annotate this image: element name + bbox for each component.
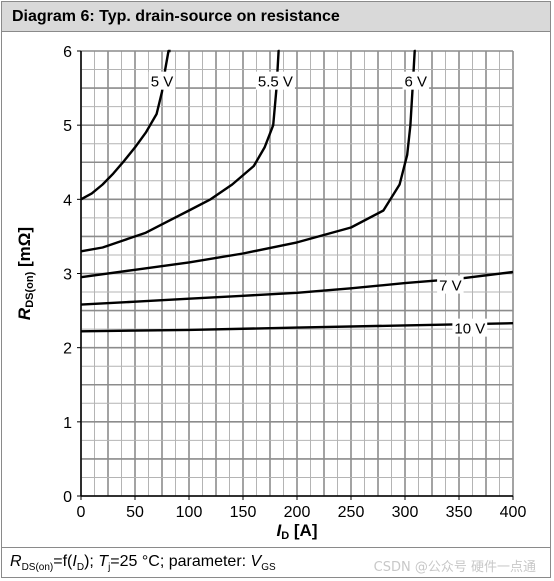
x-tick-label: 200 [284, 504, 311, 521]
x-axis-label: ID [A] [276, 521, 317, 542]
x-tick-label: 0 [77, 504, 86, 521]
x-tick-label: 100 [176, 504, 203, 521]
y-axis-label-main: R [15, 307, 34, 320]
footer-t: T [98, 553, 108, 570]
x-tick-label: 250 [338, 504, 365, 521]
footer-i-sub: D [77, 562, 84, 573]
x-tick-label: 400 [500, 504, 527, 521]
title-bar: Diagram 6: Typ. drain-source on resistan… [2, 2, 550, 32]
series-label-text: 7 V [439, 278, 462, 295]
x-tick-label: 300 [392, 504, 419, 521]
series-label: 5 V [149, 72, 176, 91]
y-tick-label: 1 [63, 415, 72, 432]
x-axis-label-unit: [A] [289, 521, 317, 540]
y-tick-label: 5 [63, 118, 72, 135]
y-tick-label: 3 [63, 267, 72, 284]
footer-caption: RDS(on)=f(ID); Tj=25 °C; parameter: VGS [10, 553, 276, 573]
y-tick-label: 6 [63, 44, 72, 61]
series-label-text: 6 V [405, 74, 428, 91]
footer-mid3: =25 °C; parameter: [110, 553, 250, 570]
series-label: 7 V [437, 276, 464, 295]
y-tick-label: 0 [63, 489, 72, 506]
series-label: 10 V [452, 319, 487, 338]
series-label: 5.5 V [256, 72, 295, 91]
x-tick-label: 50 [126, 504, 144, 521]
grid [81, 51, 513, 496]
series-line [81, 51, 416, 277]
footer-mid1: =f( [53, 553, 72, 570]
series-label-text: 5 V [151, 74, 174, 91]
series-label-text: 10 V [454, 321, 485, 338]
footer: RDS(on)=f(ID); Tj=25 °C; parameter: VGS … [2, 547, 550, 577]
series-label: 6 V [403, 72, 430, 91]
footer-v: V [251, 553, 262, 570]
footer-r: R [10, 553, 22, 570]
chart-title: Diagram 6: Typ. drain-source on resistan… [12, 8, 340, 26]
footer-mid2: ); [84, 553, 98, 570]
y-axis-label-unit: [mΩ] [15, 227, 34, 272]
x-axis-label-sub: D [281, 530, 289, 542]
series-label-text: 5.5 V [258, 74, 293, 91]
y-axis-label: RDS(on) [mΩ] [15, 227, 36, 320]
y-tick-label: 4 [63, 192, 72, 209]
series-line [81, 51, 280, 251]
x-tick-label: 350 [446, 504, 473, 521]
watermark: CSDN @公众号 硬件一点通 [374, 556, 536, 575]
y-tick-label: 2 [63, 341, 72, 358]
footer-r-sub: DS(on) [22, 562, 54, 573]
x-tick-label: 150 [230, 504, 257, 521]
y-axis-label-sub: DS(on) [24, 271, 36, 307]
footer-v-sub: GS [261, 562, 275, 573]
